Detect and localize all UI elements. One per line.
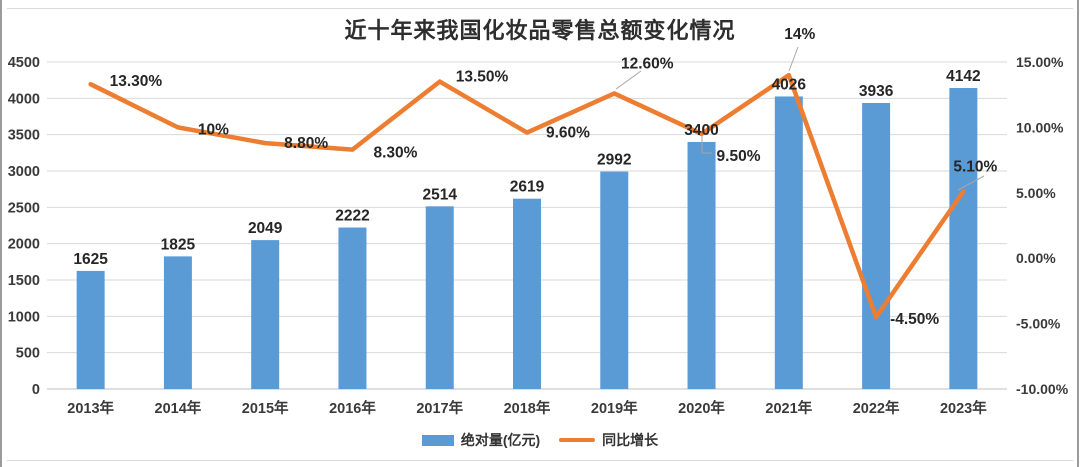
left-axis-tick: 2000 <box>8 237 40 253</box>
x-axis-category-label: 2015年 <box>242 399 289 417</box>
line-value-label: 13.50% <box>456 69 509 86</box>
x-axis-category-label: 2017年 <box>416 399 463 417</box>
line-value-label: 9.60% <box>546 125 590 142</box>
bar-value-label: 1825 <box>161 236 196 253</box>
right-axis-tick: 10.00% <box>1016 119 1064 135</box>
x-axis-category-label: 2021年 <box>765 399 812 417</box>
legend-label-bar-series: 绝对量(亿元) <box>460 432 541 448</box>
bar-2019年 <box>600 171 629 389</box>
line-value-label: 9.50% <box>717 148 761 165</box>
bar-2016年 <box>338 227 367 389</box>
bar-2020年 <box>687 141 716 389</box>
left-axis-tick: 1000 <box>8 309 40 325</box>
legend-item-line-series: 同比增长 <box>559 430 658 450</box>
line-value-label: 12.60% <box>621 55 674 72</box>
bar-2022年 <box>862 102 891 389</box>
left-axis-tick: 2500 <box>8 200 40 216</box>
x-axis-category-label: 2023年 <box>940 399 987 417</box>
bar-value-label: 3400 <box>684 122 718 139</box>
right-axis-tick: 5.00% <box>1016 185 1056 201</box>
growth-line <box>88 72 966 320</box>
x-axis-category-label: 2020年 <box>678 399 725 417</box>
bar-2015年 <box>251 240 280 389</box>
x-axis-category-label: 2016年 <box>329 399 376 417</box>
line-value-label: 5.10% <box>953 158 997 175</box>
left-axis-tick: 1500 <box>8 273 40 289</box>
right-axis-tick: 15.00% <box>1016 54 1064 70</box>
left-axis-tick: 3500 <box>8 128 40 144</box>
frame-top-border <box>7 8 1073 9</box>
label-leader-line <box>701 136 712 154</box>
bar-value-label: 2222 <box>335 208 369 225</box>
left-axis-tick: 4000 <box>8 91 40 107</box>
bar-2014年 <box>163 256 192 389</box>
bar-value-label: 2514 <box>422 186 457 203</box>
bar-value-label: 2992 <box>597 152 631 169</box>
bar-series-swatch-icon <box>421 434 454 446</box>
line-value-label: 13.30% <box>110 73 163 90</box>
bar-value-label: 4142 <box>946 68 980 85</box>
legend-label-line-series: 同比增长 <box>602 432 659 448</box>
left-axis-tick: 0 <box>32 382 40 398</box>
line-value-label: -4.50% <box>890 311 939 328</box>
left-axis-tick: 3000 <box>8 164 40 180</box>
x-axis-category-label: 2022年 <box>853 399 900 417</box>
frame-bottom-border <box>7 460 1073 461</box>
line-value-label: 8.80% <box>284 135 328 152</box>
bar-2018年 <box>513 198 541 389</box>
left-axis-tick: 500 <box>16 346 40 362</box>
legend-item-bar-series: 绝对量(亿元) <box>421 430 541 450</box>
right-axis-tick: -5.00% <box>1016 316 1061 332</box>
label-leader-line <box>615 70 642 90</box>
line-value-label: 14% <box>784 26 815 43</box>
right-axis-tick: -10.00% <box>1016 381 1069 397</box>
left-axis-tick: 4500 <box>8 55 40 71</box>
x-axis-category-label: 2013年 <box>67 399 114 417</box>
line-value-label: 8.30% <box>373 145 417 162</box>
x-axis-category-label: 2018年 <box>504 399 551 417</box>
bar-2021年 <box>774 96 803 389</box>
bar-value-label: 2619 <box>510 179 545 196</box>
chart-legend: 绝对量(亿元) 同比增长 <box>0 430 1080 450</box>
frame-left-border <box>0 0 2 467</box>
right-axis-tick: 0.00% <box>1016 250 1056 266</box>
bar-value-label: 1625 <box>73 251 108 268</box>
label-leader-line <box>957 175 985 191</box>
chart-title: 近十年来我国化妆品零售总额变化情况 <box>344 18 736 43</box>
bar-value-label: 2049 <box>248 220 283 237</box>
bar-value-label: 4026 <box>772 76 807 93</box>
line-series-swatch-icon <box>559 438 596 442</box>
bar-2013年 <box>76 270 105 389</box>
bar-value-label: 3936 <box>859 83 894 100</box>
label-leader-line <box>788 46 799 72</box>
bar-2023年 <box>949 88 978 390</box>
frame-right-border <box>1077 0 1079 467</box>
x-axis-category-label: 2019年 <box>591 399 638 417</box>
line-value-label: 10% <box>198 121 229 138</box>
bar-2017年 <box>425 206 454 389</box>
x-axis-category-label: 2014年 <box>155 399 202 417</box>
